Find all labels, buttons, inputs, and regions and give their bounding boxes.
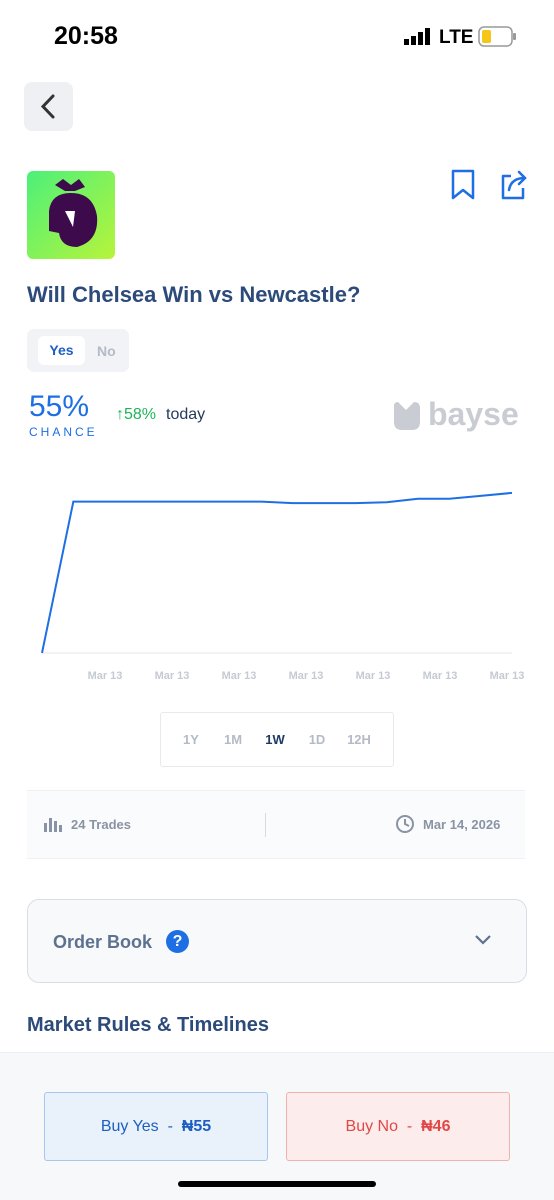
x-tick-label: Mar 13: [356, 670, 391, 682]
x-tick-label: Mar 13: [423, 670, 458, 682]
buy-no-price: ₦46: [421, 1118, 451, 1135]
order-book-title: Order Book: [53, 932, 153, 952]
range-option[interactable]: 1M: [223, 732, 243, 747]
chance-label: CHANCE: [29, 425, 98, 439]
bottom-bar: Buy Yes - ₦55 Buy No - ₦46: [0, 1052, 554, 1200]
range-option[interactable]: 1Y: [183, 732, 199, 747]
network: LTE: [439, 27, 474, 48]
section-title: Market Rules & Timelines: [27, 1014, 269, 1036]
chevron-icon: [475, 935, 491, 945]
range-option[interactable]: 1W: [265, 732, 285, 747]
x-tick-label: Mar 13: [155, 670, 190, 682]
range-option[interactable]: 1D: [308, 732, 326, 747]
change: ↑58%: [116, 406, 157, 423]
trades-icon: [44, 818, 62, 832]
chance-value: 55%: [29, 390, 90, 423]
share-icon[interactable]: [497, 168, 529, 202]
buy-no-button[interactable]: Buy No - ₦46: [286, 1092, 510, 1161]
time: 20:58: [54, 22, 118, 50]
home-indicator: [178, 1181, 376, 1187]
x-tick-label: Mar 13: [88, 670, 123, 682]
price-line: [41, 491, 513, 654]
x-tick-label: Mar 13: [222, 670, 257, 682]
back-button[interactable]: [24, 82, 73, 131]
buy-no-label: Buy No: [345, 1118, 398, 1135]
separator: -: [167, 1118, 173, 1135]
stats-bar: 24 Trades Mar 14, 2026: [27, 790, 525, 859]
buy-yes-button[interactable]: Buy Yes - ₦55: [44, 1092, 268, 1161]
price-chart: Mar 13 Mar 13 Mar 13 Mar 13 Mar 13 Mar 13 Mar …: [41, 491, 525, 682]
market-title: Will Chelsea Win vs Newcastle?: [27, 282, 361, 307]
help-icon[interactable]: ?: [166, 930, 189, 953]
battery-icon: [478, 26, 516, 47]
bookmark-icon[interactable]: [449, 168, 477, 202]
brand-name: bayse: [428, 396, 519, 432]
x-tick-label: Mar 13: [289, 670, 324, 682]
signal-icon: [404, 28, 430, 45]
order-book[interactable]: Order Book ?: [27, 899, 527, 983]
outcome-tabs: Yes No: [27, 329, 129, 372]
divider: [265, 813, 266, 837]
x-tick-label: Mar 13: [490, 670, 525, 682]
stats-date: Mar 14, 2026: [423, 817, 501, 832]
back-icon: [40, 94, 55, 119]
buy-yes-label: Buy Yes: [100, 1118, 159, 1135]
trades: 24 Trades: [71, 817, 131, 832]
clock-icon: [396, 815, 414, 833]
lion-icon: [49, 179, 98, 247]
brand-icon: [394, 402, 420, 430]
buy-yes-price: ₦55: [181, 1118, 212, 1135]
tab-yes[interactable]: Yes: [38, 336, 85, 365]
range-selector: 1Y 1M 1W 1D 12H: [160, 712, 394, 767]
range-option[interactable]: 12H: [347, 732, 371, 747]
change-suffix: today: [166, 406, 206, 423]
tab-no[interactable]: No: [97, 343, 116, 359]
league-logo: [27, 171, 115, 259]
separator: -: [406, 1118, 413, 1135]
